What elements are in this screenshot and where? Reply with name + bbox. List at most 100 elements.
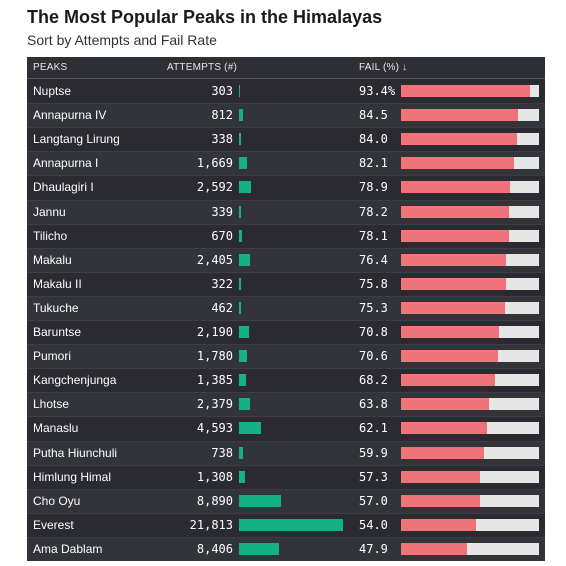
attempts-bar [239, 494, 282, 507]
peak-name: Nuptse [33, 84, 72, 98]
fail-value: 62.1 [359, 421, 388, 436]
column-header-attempts[interactable]: ATTEMPTS (#) [167, 62, 237, 73]
fail-value: 76.4 [359, 252, 388, 267]
fail-value: 57.0 [359, 493, 388, 508]
fail-value: 78.2 [359, 204, 388, 219]
row-divider [27, 199, 545, 201]
row-divider [27, 223, 545, 225]
attempts-value: 738 [211, 445, 233, 460]
peak-name: Annapurna I [33, 156, 99, 171]
fail-value: 68.2 [359, 373, 388, 388]
fail-bar [401, 109, 518, 122]
fail-bar-track [401, 326, 539, 338]
table-row: Nuptse 303 93.4% [27, 79, 545, 103]
table-row: Jannu 339 78.2 [27, 199, 545, 224]
fail-bar-track [401, 157, 539, 170]
attempts-value: 322 [211, 276, 233, 291]
row-divider [27, 320, 545, 321]
fail-bar-track [401, 446, 539, 459]
fail-bar-track [401, 398, 539, 411]
peak-name: Makalu II [33, 276, 82, 291]
table-row: Manaslu 4,593 62.1 [27, 416, 545, 440]
fail-bar-track [401, 229, 539, 242]
fail-value: 57.3 [359, 469, 388, 484]
table-row: Baruntse 2,190 70.8 [27, 320, 545, 344]
fail-value: 78.1 [359, 228, 388, 243]
table-row: Makalu 2,405 76.4 [27, 247, 545, 272]
attempts-value: 462 [211, 300, 233, 315]
fail-value: 84.0 [359, 132, 388, 147]
fail-bar-track [401, 518, 539, 531]
attempts-value: 339 [211, 204, 233, 219]
fail-bar [401, 518, 476, 531]
row-divider [27, 512, 545, 514]
fail-bar-track [401, 109, 539, 122]
table-row: Dhaulagiri I 2,592 78.9 [27, 175, 545, 199]
attempts-value: 8,890 [196, 493, 233, 508]
attempts-value: 2,405 [196, 252, 233, 267]
fail-bar-track [401, 301, 539, 314]
column-header-peaks[interactable]: PEAKS [33, 62, 68, 73]
peak-name: Lhotse [33, 397, 70, 412]
peak-name: Himlung Himal [33, 469, 112, 484]
fail-bar [401, 542, 468, 555]
fail-bar [401, 133, 517, 146]
fail-bar [401, 326, 499, 338]
row-divider [27, 368, 545, 370]
fail-value: 54.0 [359, 517, 388, 532]
attempts-bar [239, 229, 243, 242]
chart-title: The Most Popular Peaks in the Himalayas [27, 7, 383, 27]
table-row: Cho Oyu 8,890 57.0 [27, 488, 545, 513]
table-row: Putha Hiunchuli 738 59.9 [27, 440, 545, 465]
attempts-bar [239, 518, 343, 531]
table-row: Tilicho 670 78.1 [27, 224, 545, 248]
attempts-bar [239, 133, 241, 146]
fail-bar-track [401, 350, 539, 363]
peak-name: Cho Oyu [33, 493, 81, 508]
fail-value: 70.6 [359, 349, 388, 364]
row-divider [27, 127, 545, 129]
row-divider [27, 175, 545, 177]
peak-name: Langtang Lirung [33, 132, 120, 147]
peak-name: Tilicho [33, 228, 68, 243]
attempts-value: 1,669 [196, 156, 233, 171]
fail-bar-track [401, 133, 539, 146]
attempts-bar [239, 109, 243, 122]
fail-bar [401, 350, 499, 363]
peak-name: Ama Dablam [33, 541, 103, 556]
fail-value: 59.9 [359, 445, 388, 460]
attempts-value: 2,190 [196, 325, 233, 339]
fail-bar [401, 181, 510, 194]
row-divider [27, 271, 545, 273]
fail-bar [401, 85, 530, 97]
peak-name: Manaslu [33, 421, 79, 436]
chart-subtitle: Sort by Attempts and Fail Rate [27, 32, 217, 48]
attempts-value: 303 [211, 84, 233, 98]
peak-name: Everest [33, 517, 74, 532]
attempts-bar [239, 205, 241, 218]
fail-bar [401, 157, 515, 170]
attempts-bar [239, 326, 250, 338]
attempts-bar [239, 85, 241, 97]
attempts-value: 338 [211, 132, 233, 147]
table-row: Langtang Lirung 338 84.0 [27, 127, 545, 151]
attempts-value: 670 [211, 228, 233, 243]
row-divider [27, 464, 545, 466]
attempts-value: 812 [211, 108, 233, 123]
row-divider [27, 295, 545, 297]
fail-bar-track [401, 277, 539, 290]
fail-value: 47.9 [359, 541, 388, 556]
peak-name: Makalu [33, 252, 72, 267]
row-divider [27, 536, 545, 538]
table-row: Annapurna IV 812 84.5 [27, 103, 545, 128]
column-header-fail[interactable]: FAIL (%) ↓ [359, 62, 408, 73]
row-divider [27, 440, 545, 442]
fail-bar-track [401, 422, 539, 435]
fail-bar [401, 446, 484, 459]
peak-name: Baruntse [33, 325, 82, 339]
fail-bar [401, 301, 505, 314]
fail-bar [401, 494, 480, 507]
row-divider [27, 103, 545, 105]
peak-name: Tukuche [33, 300, 79, 315]
fail-bar-track [401, 253, 539, 266]
